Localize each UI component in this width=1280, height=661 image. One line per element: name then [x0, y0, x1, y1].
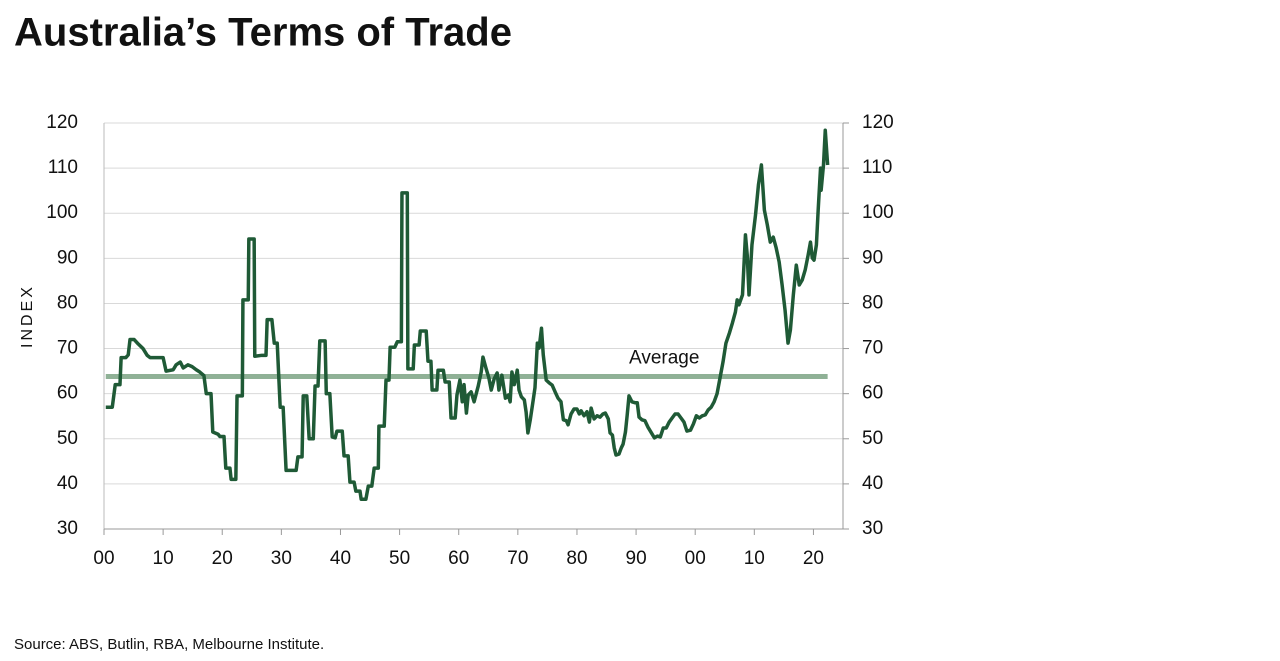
y-tick-label: 50 — [57, 428, 78, 449]
y2-tick-label: 110 — [862, 157, 892, 178]
y-tick-label: 30 — [57, 518, 78, 539]
y2-tick-label: 90 — [862, 247, 883, 268]
source-note: Source: ABS, Butlin, RBA, Melbourne Inst… — [14, 636, 324, 653]
y-tick-label: 80 — [57, 292, 78, 313]
y2-tick-label: 40 — [862, 473, 883, 494]
x-tick-label: 90 — [626, 548, 647, 569]
average-label: Average — [629, 348, 699, 369]
x-tick-label: 80 — [566, 548, 587, 569]
y2-tick-label: 60 — [862, 383, 883, 404]
x-tick-label: 70 — [507, 548, 528, 569]
y2-tick-label: 100 — [862, 202, 894, 223]
x-tick-label: 00 — [685, 548, 706, 569]
x-tick-label: 20 — [212, 548, 233, 569]
x-tick-label: 10 — [153, 548, 174, 569]
y2-tick-label: 70 — [862, 338, 883, 359]
y-tick-label: 100 — [46, 202, 78, 223]
x-tick-label: 30 — [271, 548, 292, 569]
y2-tick-label: 80 — [862, 292, 883, 313]
y-axis-label: INDEX — [19, 284, 36, 348]
y-tick-label: 110 — [48, 157, 78, 178]
x-tick-label: 60 — [448, 548, 469, 569]
x-tick-label: 40 — [330, 548, 351, 569]
y2-tick-label: 120 — [862, 112, 894, 133]
y-tick-label: 90 — [57, 247, 78, 268]
x-tick-label: 50 — [389, 548, 410, 569]
y2-tick-label: 50 — [862, 428, 883, 449]
data-line — [105, 128, 830, 501]
x-tick-label: 10 — [744, 548, 765, 569]
chart-title: Australia’s Terms of Trade — [14, 11, 512, 55]
y-tick-label: 40 — [57, 473, 78, 494]
y-tick-label: 60 — [57, 383, 78, 404]
y-tick-label: 70 — [57, 338, 78, 359]
y2-tick-label: 30 — [862, 518, 883, 539]
x-tick-label: 20 — [803, 548, 824, 569]
y-tick-label: 120 — [46, 112, 78, 133]
x-tick-label: 00 — [93, 548, 114, 569]
